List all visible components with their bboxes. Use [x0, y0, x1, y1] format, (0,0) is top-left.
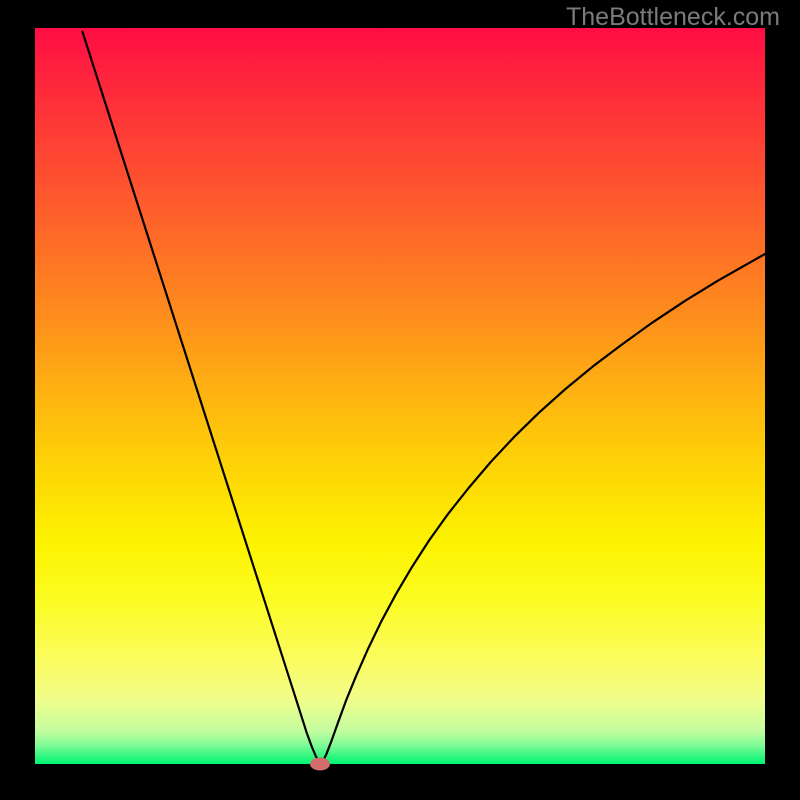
chart-container: TheBottleneck.com — [0, 0, 800, 800]
plot-gradient-background — [35, 28, 765, 764]
optimum-marker — [310, 758, 330, 771]
watermark-text: TheBottleneck.com — [566, 3, 780, 32]
